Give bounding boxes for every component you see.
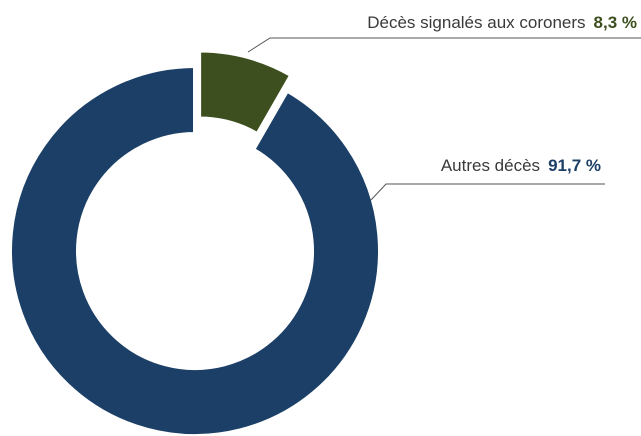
- value-label: 8,3 %: [594, 13, 637, 32]
- category-label: Autres décès: [441, 156, 540, 175]
- donut-slice: [197, 48, 295, 137]
- slice-label: Autres décès 91,7 %: [441, 156, 601, 175]
- leader-line: [370, 183, 605, 201]
- category-label: Décès signalés aux coroners: [367, 13, 585, 32]
- leader-line: [247, 37, 641, 53]
- slice-label: Décès signalés aux coroners 8,3 %: [367, 13, 637, 32]
- donut-slice: [8, 63, 382, 436]
- value-label: 91,7 %: [548, 156, 601, 175]
